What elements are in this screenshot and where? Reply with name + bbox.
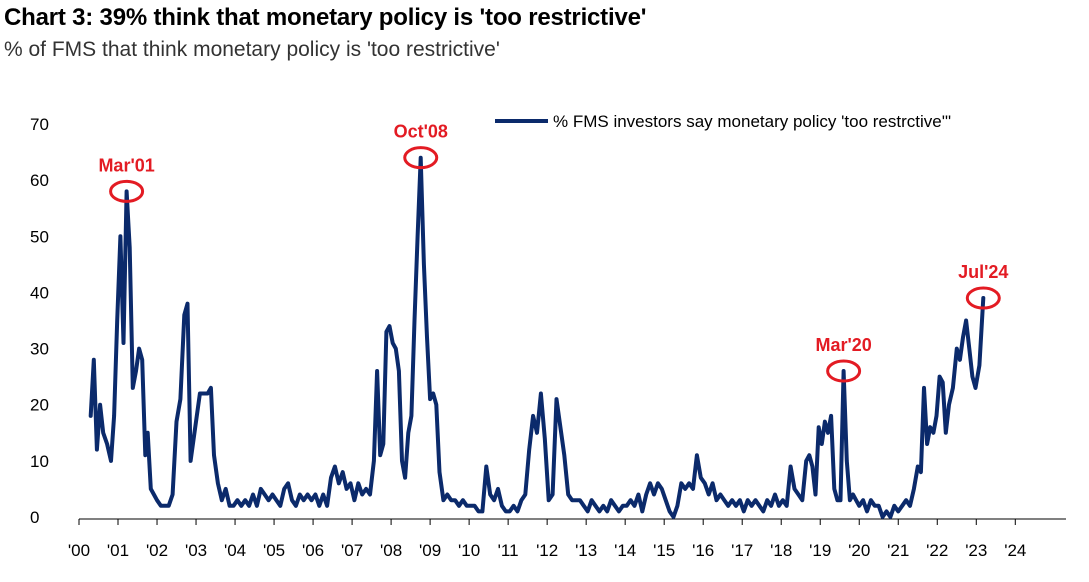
x-tick-label: '19 — [809, 541, 831, 560]
series-layer — [88, 155, 986, 519]
annotations-layer: Mar'01 Oct'08 Mar'20 Jul'24 — [98, 122, 1008, 383]
annotation-circle — [403, 146, 439, 170]
x-tick-label: '08 — [380, 541, 402, 560]
x-axis: '00 '01 '02 '03 '04 '05 '06 '07 '08 '09 '10 '11 '12 '… — [68, 518, 1066, 560]
x-tick-label: '03 — [185, 541, 207, 560]
x-tick-label: '24 — [1004, 541, 1026, 560]
x-tick-label: '17 — [731, 541, 753, 560]
x-tick-label: '09 — [419, 541, 441, 560]
x-tick-label: '04 — [224, 541, 246, 560]
x-tick-label: '13 — [575, 541, 597, 560]
annotation-circle — [109, 179, 145, 203]
x-tick-label: '15 — [653, 541, 675, 560]
x-tick-label: '05 — [263, 541, 285, 560]
x-tick-label: '14 — [614, 541, 636, 560]
y-tick-label: 50 — [30, 227, 49, 246]
y-tick-label: 0 — [30, 508, 39, 527]
y-tick-label: 30 — [30, 340, 49, 359]
annotation-circle — [965, 286, 1001, 310]
legend-label: % FMS investors say monetary policy 'too… — [553, 112, 951, 131]
x-tick-label: '23 — [965, 541, 987, 560]
chart-title: Chart 3: 39% think that monetary policy … — [4, 4, 647, 31]
y-tick-label: 40 — [30, 283, 49, 302]
x-tick-label: '06 — [302, 541, 324, 560]
annotation-label: Mar'20 — [815, 335, 871, 355]
y-tick-label: 10 — [30, 452, 49, 471]
x-tick-label: '02 — [146, 541, 168, 560]
annotation-label: Mar'01 — [98, 155, 154, 175]
x-tick-label: '16 — [692, 541, 714, 560]
y-tick-label: 70 — [30, 115, 49, 134]
annotation-circle — [826, 359, 862, 383]
x-tick-label: '07 — [341, 541, 363, 560]
x-tick-label: '18 — [770, 541, 792, 560]
legend: % FMS investors say monetary policy 'too… — [495, 112, 951, 131]
annotation-label: Oct'08 — [394, 122, 448, 142]
annotation-label: Jul'24 — [958, 262, 1008, 282]
chart-subtitle: % of FMS that think monetary policy is '… — [4, 38, 500, 61]
series-line-0 — [88, 155, 986, 519]
x-tick-label: '21 — [887, 541, 909, 560]
x-tick-label: '20 — [848, 541, 870, 560]
x-tick-label: '00 — [68, 541, 90, 560]
x-tick-label: '12 — [536, 541, 558, 560]
y-axis: 0 10 20 30 40 50 60 70 — [30, 115, 49, 527]
x-tick-label: '10 — [458, 541, 480, 560]
x-tick-label: '11 — [498, 541, 519, 560]
y-tick-label: 20 — [30, 396, 49, 415]
x-tick-label: '22 — [926, 541, 948, 560]
x-tick-label: '01 — [107, 541, 129, 560]
y-tick-label: 60 — [30, 171, 49, 190]
